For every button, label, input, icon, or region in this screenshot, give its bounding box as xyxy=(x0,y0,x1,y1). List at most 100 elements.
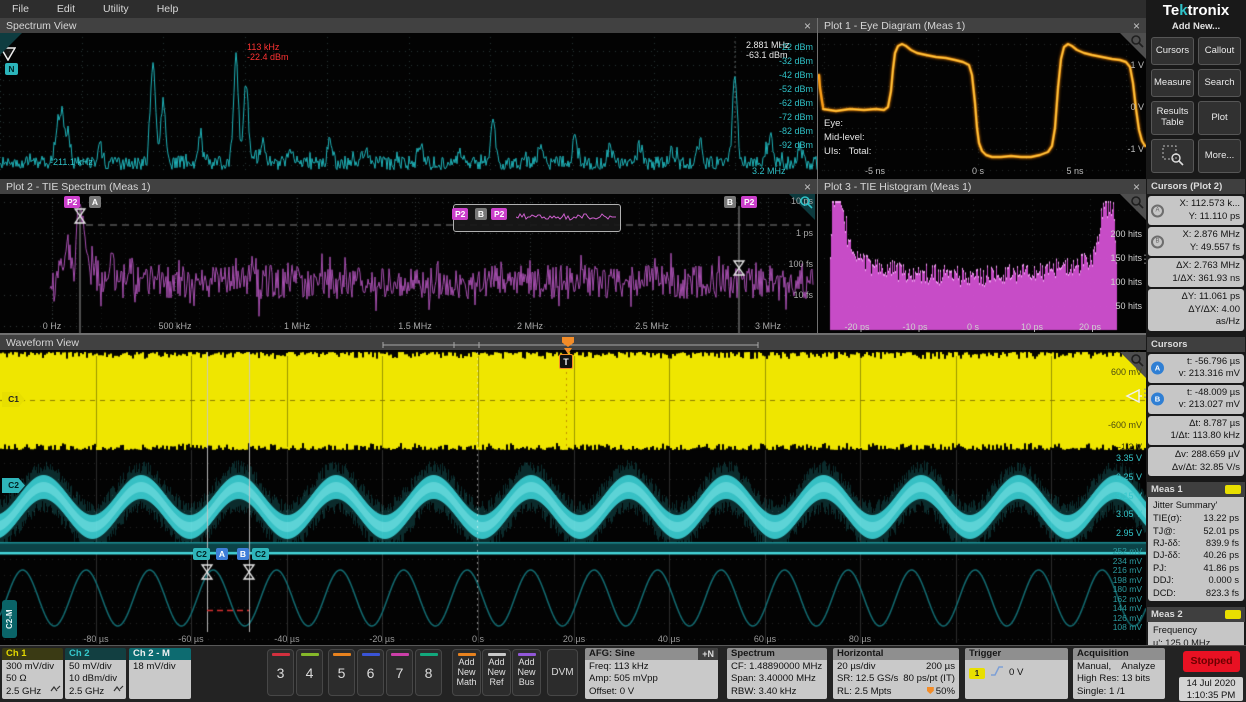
cursor-a-source-badge[interactable]: C2 xyxy=(193,548,210,560)
cursors-plot2-section: Cursors (Plot 2) xyxy=(1147,179,1245,194)
sidebar-button-search[interactable]: Search xyxy=(1198,69,1241,97)
horizontal-value: SR: 12.5 GS/s xyxy=(837,673,899,685)
preview-p2-badge2: P2 xyxy=(491,208,508,220)
readout-value: t: -48.009 µs xyxy=(1186,386,1240,398)
plot1-eye-diagram-plot-area[interactable]: Eye: Mid-level: UIs: Total: -5 ns 0 s 5 ns 1 V… xyxy=(818,33,1146,179)
cursor-a-badge[interactable]: A xyxy=(89,196,101,208)
close-icon[interactable]: × xyxy=(803,18,811,33)
magnifier-icon xyxy=(799,195,813,214)
sidebar-button-plot[interactable]: Plot xyxy=(1198,101,1241,135)
add-new-bus-button[interactable]: Add New Bus xyxy=(512,649,541,696)
sidebar-button-callout[interactable]: Callout xyxy=(1198,37,1241,65)
plot3-tie-histogram-plot-area[interactable]: -20 ps -10 ps 0 s 10 ps 20 ps 200 hits 150 hit… xyxy=(818,194,1146,333)
ch2-badge[interactable]: C2 xyxy=(2,478,25,493)
restore-corner-icon[interactable] xyxy=(0,33,22,55)
menu-item-edit[interactable]: Edit xyxy=(56,3,76,15)
menu-item-file[interactable]: File xyxy=(12,3,29,15)
sidebar-button-cursors[interactable]: Cursors xyxy=(1151,37,1194,65)
plot2-tie-spectrum-title: Plot 2 - TIE Spectrum (Meas 1) xyxy=(6,180,151,193)
hist-y-tick: 200 hits xyxy=(1110,228,1142,239)
spectrum-settings-panel-header: Spectrum xyxy=(727,648,827,660)
cursor-a-badge[interactable]: A xyxy=(216,548,228,560)
channel-3-button[interactable]: 3 xyxy=(267,649,294,696)
ch2-panel[interactable]: Ch 2 50 mV/div 10 dBm/div 2.5 GHz xyxy=(65,648,126,699)
hist-y-tick: 150 hits xyxy=(1110,252,1142,263)
sidebar-button-measure[interactable]: Measure xyxy=(1151,69,1194,97)
sidebar-button-results-table[interactable]: Results Table xyxy=(1151,101,1194,135)
menu-item-utility[interactable]: Utility xyxy=(103,3,129,15)
plot2-p2-badge-b[interactable]: P2 xyxy=(741,196,758,208)
afg-plus-n-badge: +N xyxy=(698,648,718,660)
readout-value: t: -56.796 µs xyxy=(1186,355,1240,367)
trigger-panel[interactable]: Trigger 1 0 V xyxy=(965,648,1068,699)
eye-x-tick: 0 s xyxy=(971,166,985,176)
sidebar-button-draw-icon[interactable] xyxy=(1151,139,1194,173)
acquisition-line: Manual, Analyze xyxy=(1077,661,1156,672)
plot2-p2-badge-a[interactable]: P2 xyxy=(64,196,81,208)
eye-diagram-canvas[interactable] xyxy=(818,33,1146,179)
add-new-button-grid: Cursors Callout Measure Search Results Table… xyxy=(1146,37,1246,173)
cursor-b-source-badge[interactable]: C2 xyxy=(252,548,269,560)
tie-histogram-canvas[interactable] xyxy=(818,194,1146,333)
ch2-panel-header: Ch 2 xyxy=(65,648,126,660)
trigger-position-icon[interactable] xyxy=(562,337,574,347)
close-icon[interactable]: × xyxy=(803,179,811,194)
normal-trace-badge[interactable]: N xyxy=(5,63,18,75)
close-icon[interactable]: × xyxy=(1132,179,1140,194)
close-icon[interactable]: × xyxy=(1132,18,1140,33)
readout-value: v: 213.316 mV xyxy=(1178,368,1240,380)
ch2m-panel[interactable]: Ch 2 - M 18 mV/div xyxy=(129,648,191,699)
waveform-x-tick: -80 µs xyxy=(83,634,109,644)
channel-8-button[interactable]: 8 xyxy=(415,649,442,696)
readout-value: Δv: 288.659 µV xyxy=(1174,448,1240,460)
spectrum-view-title: Spectrum View xyxy=(6,19,77,32)
c2m-scale-label: 108 mV xyxy=(1112,622,1142,633)
eye-y-tick: 0 V xyxy=(1130,101,1144,112)
c2m-scale-label: 144 mV xyxy=(1112,603,1142,614)
sidebar-button-label: More... xyxy=(1204,149,1235,161)
channel-7-button[interactable]: 7 xyxy=(386,649,413,696)
trigger-level-value: 0 V xyxy=(1009,667,1024,678)
ch2m-badge[interactable]: C2-M xyxy=(2,600,17,638)
menu-item-help[interactable]: Help xyxy=(156,3,179,15)
tie-spectrum-canvas[interactable] xyxy=(0,194,817,333)
ch1-badge[interactable]: C1 xyxy=(2,392,25,407)
stopped-button[interactable]: Stopped xyxy=(1183,651,1240,672)
channel-6-button[interactable]: 6 xyxy=(357,649,384,696)
waveform-canvas[interactable] xyxy=(0,350,1146,645)
add-new-math-button[interactable]: Add New Math xyxy=(452,649,481,696)
panel-drag-handle[interactable]: ⋮ xyxy=(1139,386,1151,400)
plot2-tie-spectrum-plot-area[interactable]: P2 A B P2 P2 B P2 0 Hz 500 kHz 1 MHz 1.5 MHz 2 MHz 2… xyxy=(0,194,817,333)
hist-y-tick: 50 hits xyxy=(1115,300,1142,311)
horizontal-panel[interactable]: Horizontal 20 µs/div 200 µs SR: 12.5 GS/s 80… xyxy=(833,648,959,699)
spectrum-settings-panel[interactable]: Spectrum CF: 1.48890000 MHz Span: 3.40000 … xyxy=(727,648,827,699)
plot2-tie-spectrum-titlebar: Plot 2 - TIE Spectrum (Meas 1) × xyxy=(0,179,817,194)
horizontal-panel-title: Horizontal xyxy=(837,648,884,659)
afg-panel[interactable]: AFG: Sine +N Freq: 113 kHz Amp: 505 mVpp Off… xyxy=(585,648,718,699)
spectrum-view-plot-area[interactable]: N R 113 kHz -22.4 dBm 2.881 MHz -63.1 dBm -22 … xyxy=(0,33,817,179)
add-new-ref-button[interactable]: Add New Ref xyxy=(482,649,511,696)
panel-drag-handle[interactable]: ⋮ xyxy=(1139,252,1151,266)
spectrum-canvas[interactable] xyxy=(0,33,817,179)
channel-5-button[interactable]: 5 xyxy=(328,649,355,696)
meas1-row-label: PJ: xyxy=(1153,562,1167,573)
menu-bar: File Edit Utility Help xyxy=(0,0,1146,18)
channel-4-button[interactable]: 4 xyxy=(296,649,323,696)
peak-marker-freq: 113 kHz xyxy=(247,42,280,52)
ch1-panel[interactable]: Ch 1 300 mV/div 50 Ω 2.5 GHz xyxy=(2,648,63,699)
cursors-plot2-section-title: Cursors (Plot 2) xyxy=(1151,181,1223,192)
cursor-b-badge[interactable]: B xyxy=(724,196,736,208)
dvm-button[interactable]: DVM xyxy=(547,649,578,696)
eye-info-label: Eye: xyxy=(824,118,844,129)
plot3-tie-histogram-titlebar: Plot 3 - TIE Histogram (Meas 1) × xyxy=(818,179,1146,194)
readout-value: X: 2.876 MHz xyxy=(1182,229,1240,241)
spectrum-settings-line: CF: 1.48890000 MHz xyxy=(731,661,823,672)
sidebar-button-more-[interactable]: More... xyxy=(1198,139,1241,173)
trigger-t-flag[interactable]: T xyxy=(559,354,573,369)
cursor-b-badge[interactable]: B xyxy=(237,548,249,560)
acquisition-panel[interactable]: Acquisition Manual, Analyze High Res: 13 b… xyxy=(1073,648,1165,699)
readout-value: 1/ΔX: 361.93 ns xyxy=(1172,272,1240,284)
ref-marker-freq: 2.881 MHz xyxy=(746,40,790,50)
meas1-row: TJ@: 52.01 ps xyxy=(1153,525,1239,537)
